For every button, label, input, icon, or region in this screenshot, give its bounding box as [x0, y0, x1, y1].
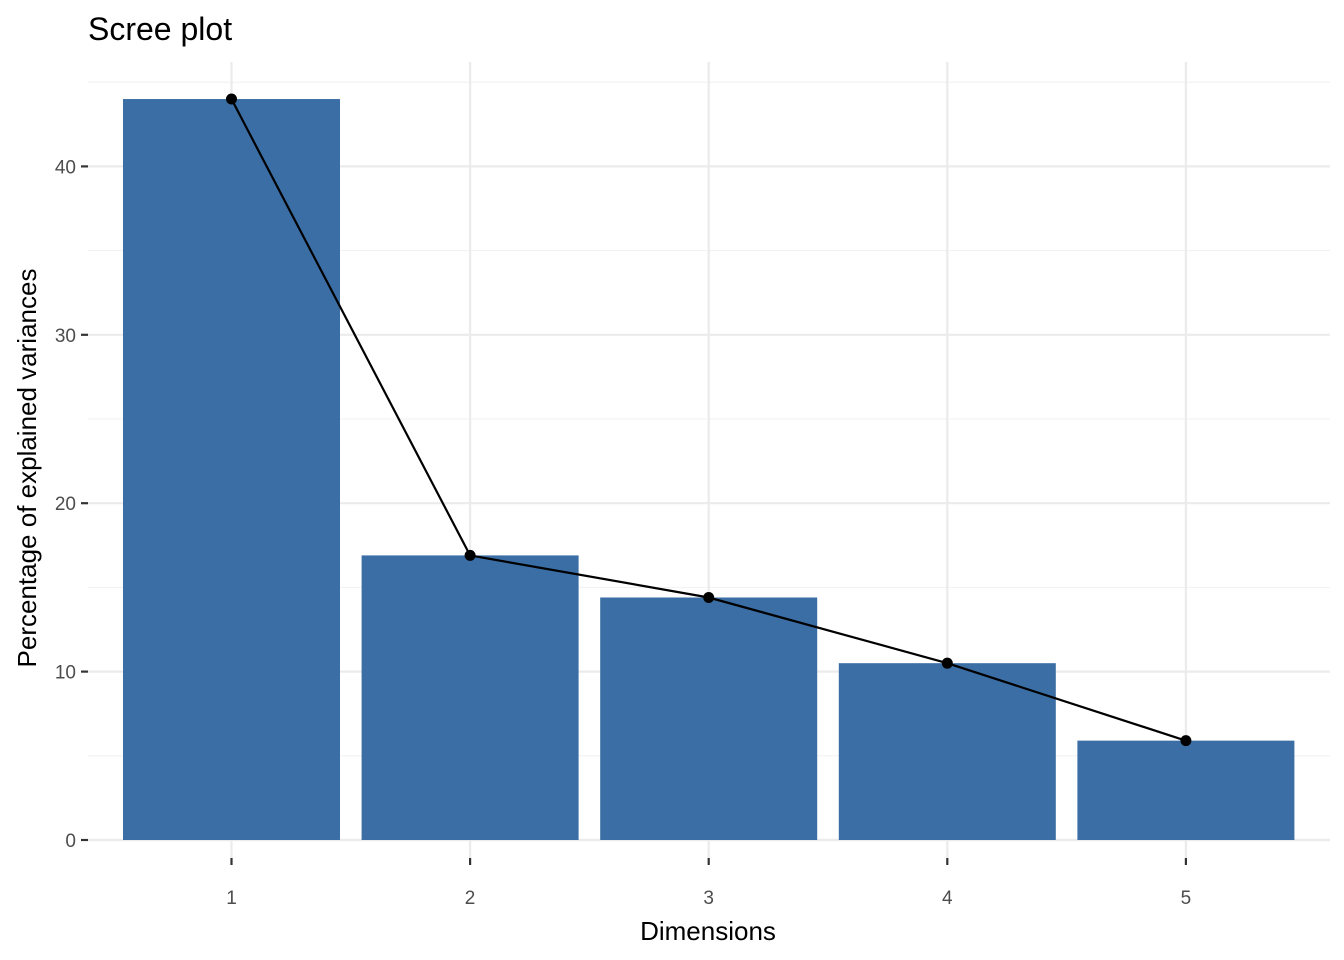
bar — [600, 597, 818, 840]
bars — [123, 99, 1295, 841]
x-tick-label: 3 — [703, 888, 714, 909]
y-tick-label: 20 — [55, 494, 76, 515]
x-tick-label: 1 — [226, 888, 237, 909]
data-point — [941, 657, 953, 669]
points — [226, 93, 1192, 747]
y-tick-label: 30 — [55, 326, 76, 347]
x-tick-label: 5 — [1181, 888, 1192, 909]
data-point — [226, 93, 237, 105]
data-point — [703, 592, 715, 604]
x-axis-title: Dimensions — [640, 916, 776, 946]
y-tick-label: 40 — [55, 157, 76, 178]
y-axis: 0 10 20 30 40 — [55, 157, 88, 852]
data-point — [1180, 735, 1192, 747]
chart-title: Scree plot — [88, 11, 232, 47]
x-tick-label: 2 — [465, 888, 476, 909]
x-axis: 1 2 3 4 5 — [226, 858, 1191, 909]
x-tick-label: 4 — [942, 888, 953, 909]
bar — [838, 663, 1056, 840]
y-axis-title: Percentage of explained variances — [12, 269, 42, 668]
bar — [361, 555, 579, 840]
bar — [1077, 740, 1295, 840]
y-tick-label: 0 — [65, 831, 76, 852]
data-point — [464, 549, 476, 561]
y-tick-label: 10 — [55, 663, 76, 684]
bar — [123, 99, 340, 841]
